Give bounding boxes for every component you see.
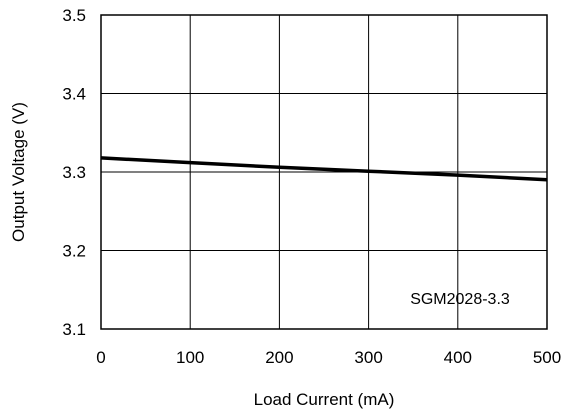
y-tick-label: 3.2 (62, 242, 86, 261)
x-tick-label: 300 (354, 348, 382, 367)
tick-labels: 0 100 200 300 400 500 3.1 3.2 3.3 3.4 3.5 (62, 6, 561, 367)
y-tick-label: 3.3 (62, 163, 86, 182)
y-tick-label: 3.5 (62, 6, 86, 25)
series (100, 156, 548, 182)
y-axis-label: Output Voltage (V) (9, 102, 28, 242)
y-tick-label: 3.4 (62, 85, 86, 104)
x-tick-label: 200 (265, 348, 293, 367)
series-line (100, 156, 548, 182)
y-tick-label: 3.1 (62, 320, 86, 339)
x-tick-label: 0 (96, 348, 105, 367)
x-tick-label: 500 (533, 348, 561, 367)
plot-frame (100, 14, 548, 330)
grid (101, 15, 547, 329)
part-number-annotation: SGM2028-3.3 (410, 291, 510, 308)
x-axis-label: Load Current (mA) (254, 390, 395, 409)
x-tick-label: 100 (176, 348, 204, 367)
x-tick-label: 400 (444, 348, 472, 367)
